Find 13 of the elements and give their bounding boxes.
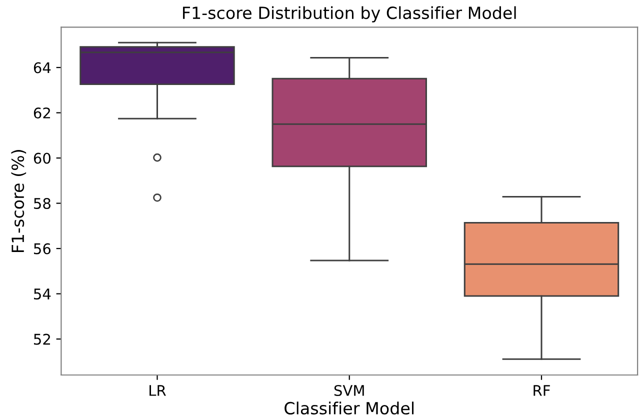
chart-title: F1-score Distribution by Classifier Model: [183, 6, 516, 22]
x-axis-title: Classifier Model: [284, 402, 414, 415]
y-axis-title: F1-score (%): [11, 150, 26, 252]
y-tick-label: 54: [34, 288, 51, 300]
y-tick-label: 64: [34, 62, 51, 74]
x-tick-label: SVM: [334, 384, 364, 396]
y-tick-label: 60: [34, 152, 50, 164]
y-tick-label: 56: [34, 243, 51, 254]
y-tick-label: 58: [34, 198, 50, 210]
y-tick-label: 52: [34, 334, 50, 345]
x-tick-label: LR: [150, 385, 166, 396]
x-tick-label: RF: [534, 385, 550, 396]
y-tick-label: 62: [34, 107, 50, 119]
